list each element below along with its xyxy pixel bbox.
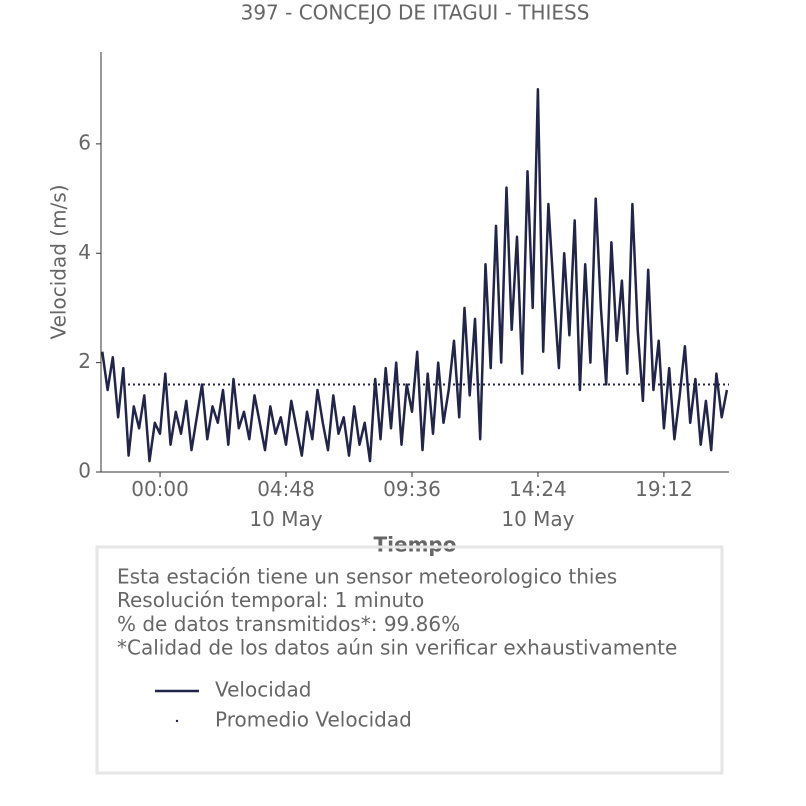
x-tick-label: 09:36: [383, 477, 441, 501]
y-tick-label: 6: [78, 130, 91, 154]
x-tick-label: 19:12: [635, 477, 693, 501]
y-tick-label: 2: [78, 349, 91, 373]
x-tick-label: 04:48 10 May: [249, 477, 322, 531]
y-tick-label: 0: [78, 459, 91, 483]
velocity-line: [101, 87, 729, 463]
info-text: *Calidad de los datos aún sin verificar …: [117, 636, 677, 660]
x-axis-label: Tiempo: [374, 533, 457, 557]
legend-label: Velocidad: [215, 678, 311, 702]
y-tick-label: 4: [78, 240, 91, 264]
info-text: % de datos transmitidos*: 99.86%: [117, 612, 460, 636]
info-text: Resolución temporal: 1 minuto: [117, 588, 424, 612]
info-text: Esta estación tiene un sensor meteorolog…: [117, 565, 617, 589]
legend-label: Promedio Velocidad: [215, 708, 412, 732]
legend-swatch: [175, 719, 179, 723]
chart-title: 397 - CONCEJO DE ITAGUI - THIESS: [241, 1, 590, 25]
x-tick-label: 00:00: [131, 477, 189, 501]
y-axis-label: Velocidad (m/s): [47, 184, 71, 339]
info-box: [95, 545, 724, 775]
x-tick-label: 14:24 10 May: [501, 477, 574, 531]
